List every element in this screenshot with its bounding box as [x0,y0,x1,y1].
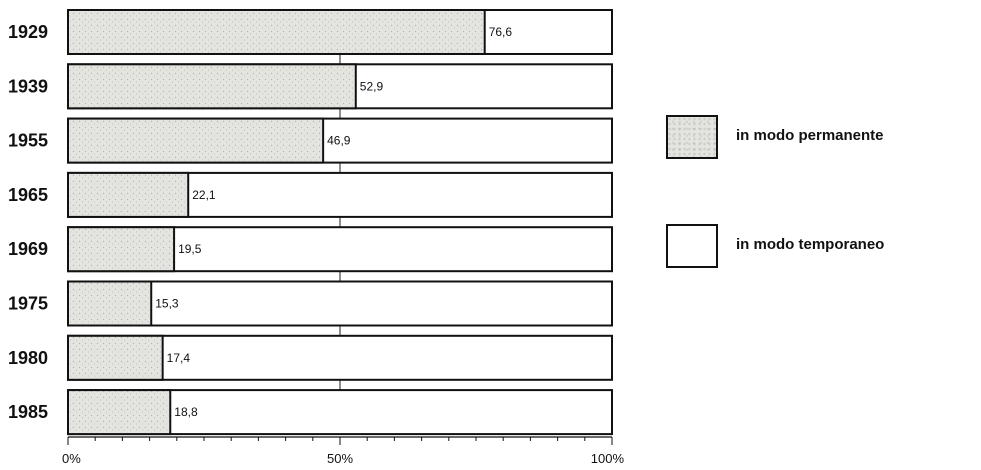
bar-permanente-1980 [67,334,164,381]
legend-label-permanente: in modo permanente [736,127,884,144]
value-label-1939: 52,9 [360,79,384,93]
value-label-1929: 76,6 [489,25,513,39]
x-tick-label-100: 100% [591,451,625,466]
year-label-1969: 1969 [8,239,48,259]
legend-item-permanente: in modo permanente [666,115,976,165]
value-label-1969: 19,5 [178,242,202,256]
year-label-1975: 1975 [8,294,48,314]
year-label-1980: 1980 [8,348,48,368]
year-label-1965: 1965 [8,185,48,205]
year-label-1985: 1985 [8,402,48,422]
bar-permanente-1969 [67,226,176,273]
value-label-1980: 17,4 [167,351,191,365]
legend-label-temporaneo: in modo temporaneo [736,236,885,253]
bar-permanente-1985 [67,389,172,436]
value-label-1975: 15,3 [155,297,179,311]
bar-permanente-1975 [67,280,153,327]
value-label-1955: 46,9 [327,134,351,148]
legend-swatch-temporaneo [666,224,718,268]
year-label-1939: 1939 [8,76,48,96]
legend-item-temporaneo: in modo temporaneo [666,224,976,274]
value-label-1965: 22,1 [192,188,216,202]
bar-permanente-1929 [67,9,486,55]
legend-swatch-permanente [666,115,718,159]
bar-permanente-1965 [67,171,190,218]
year-label-1929: 1929 [8,22,48,42]
x-tick-label-0: 0% [62,451,81,466]
bar-permanente-1955 [67,117,325,164]
x-tick-label-50: 50% [327,451,353,466]
year-label-1955: 1955 [8,131,48,151]
bar-permanente-1939 [67,63,357,110]
value-label-1985: 18,8 [174,405,198,419]
